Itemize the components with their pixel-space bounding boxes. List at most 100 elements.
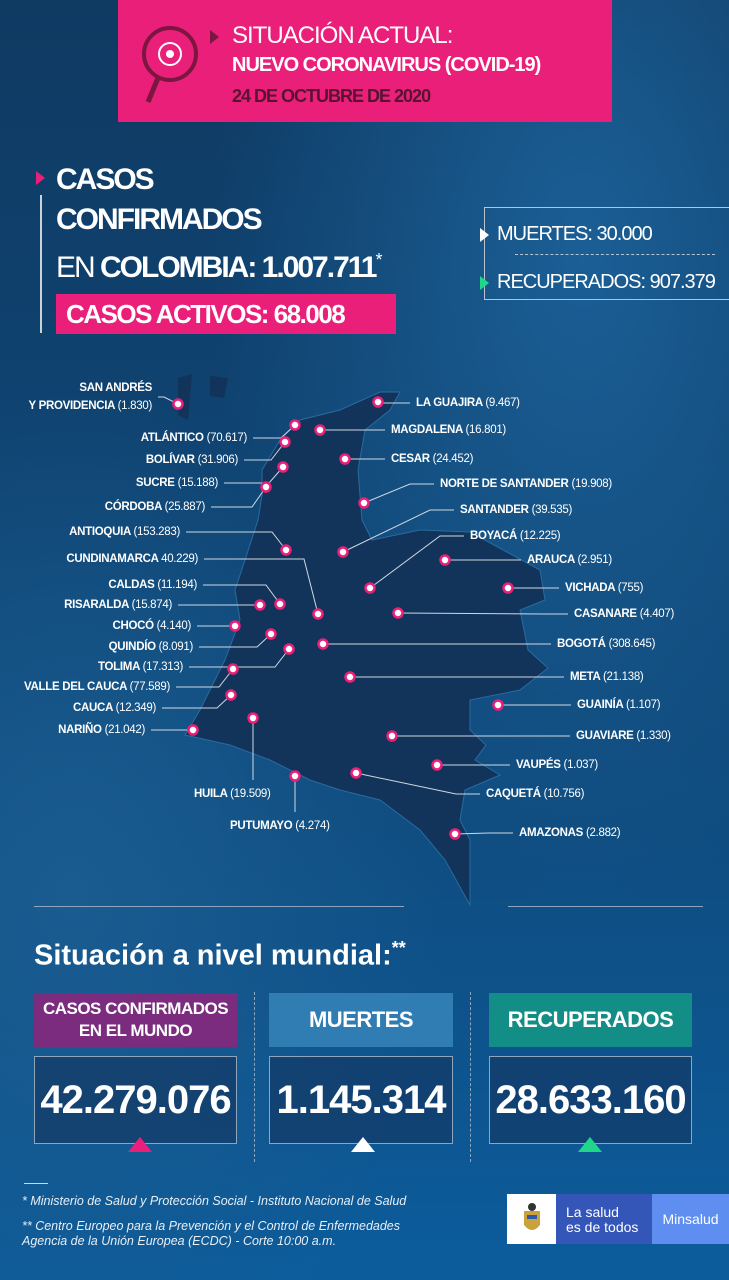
- leader-line: [342, 509, 454, 553]
- department-cases: (8.091): [158, 641, 194, 653]
- department-marker: [358, 497, 370, 509]
- department-marker: [337, 546, 349, 558]
- department-name: SUCRE: [135, 477, 175, 489]
- department-marker: [283, 643, 295, 655]
- logo-text: La salud: [566, 1204, 619, 1220]
- arrow-icon: [36, 171, 45, 185]
- divider: [254, 992, 255, 1162]
- department-label: BOYACÁ (12.225): [470, 527, 561, 545]
- department-cases: (755): [617, 582, 644, 594]
- department-marker: [289, 419, 301, 431]
- department-label: CÓRDOBA (25.887): [105, 498, 206, 516]
- department-cases: (4.274): [295, 820, 330, 832]
- department-marker: [386, 730, 398, 742]
- department-marker: [364, 582, 376, 594]
- department-cases: 40.229): [161, 553, 198, 565]
- department-marker: [289, 770, 301, 782]
- department-cases: (15.188): [177, 477, 219, 489]
- department-name: META: [570, 671, 601, 683]
- department-name: ARAUCA: [527, 554, 575, 566]
- department-marker: [439, 554, 451, 566]
- department-label: VICHADA (755): [565, 579, 643, 597]
- title-banner: [118, 0, 612, 122]
- department-label: NARIÑO (21.042): [58, 721, 145, 739]
- department-cases: (31.906): [197, 454, 239, 466]
- department-marker: [339, 453, 351, 465]
- up-arrow-icon: [128, 1137, 152, 1152]
- department-marker: [449, 828, 461, 840]
- leader-line: [203, 584, 281, 605]
- department-name: CAQUETÁ: [486, 788, 541, 800]
- leader-line: [189, 648, 290, 668]
- leader-line: [355, 772, 480, 795]
- department-marker: [344, 671, 356, 683]
- divider: [515, 254, 715, 255]
- department-label: LA GUAJIRA (9.467): [416, 394, 520, 412]
- department-marker: [247, 712, 259, 724]
- department-cases: (12.225): [519, 530, 561, 542]
- department-marker: [260, 481, 272, 493]
- department-marker: [279, 436, 291, 448]
- world-recovered-value: 28.633.160: [495, 1078, 686, 1122]
- leader-line: [397, 612, 568, 615]
- label: RECUPERADOS: [507, 1007, 674, 1032]
- header-title: NUEVO CORONAVIRUS (COVID-19): [232, 54, 541, 76]
- map-shape: [178, 374, 192, 420]
- department-cases: (9.467): [485, 397, 520, 409]
- department-cases: (19.509): [230, 788, 271, 800]
- leader-line: [454, 832, 513, 835]
- department-name: Y PROVIDENCIA: [28, 400, 116, 412]
- map-shape: [210, 376, 228, 398]
- department-marker: [227, 663, 239, 675]
- world-cases-value-box: 42.279.076: [34, 1056, 237, 1144]
- up-arrow-icon: [351, 1137, 375, 1152]
- department-label: CESAR (24.452): [391, 450, 473, 468]
- department-cases: (11.194): [157, 579, 197, 591]
- department-cases: (4.140): [156, 620, 192, 632]
- department-marker: [172, 398, 184, 410]
- department-marker: [350, 767, 362, 779]
- department-name: BOGOTÁ: [557, 638, 606, 650]
- department-label: RISARALDA (15.874): [64, 596, 172, 614]
- department-label: SANTANDER (39.535): [460, 501, 572, 519]
- department-marker: [392, 607, 404, 619]
- minsalud-logo: La salud es de todos Minsalud: [507, 1194, 729, 1244]
- department-label: GUAVIARE (1.330): [576, 727, 671, 745]
- department-label: VALLE DEL CAUCA (77.589): [24, 678, 170, 696]
- department-marker: [502, 582, 514, 594]
- department-marker: [277, 461, 289, 473]
- leader-line: [211, 486, 267, 508]
- department-cases: (1.037): [563, 759, 599, 771]
- department-label: META (21.138): [570, 668, 644, 686]
- department-marker: [187, 724, 199, 736]
- department-label: VAUPÉS (1.037): [516, 756, 598, 774]
- department-name: VICHADA: [565, 582, 615, 594]
- department-marker: [312, 608, 324, 620]
- leader-line: [363, 483, 434, 504]
- department-name: AMAZONAS: [519, 827, 584, 839]
- leader-line: [204, 558, 319, 615]
- colombia-map: [151, 374, 571, 907]
- department-name: CASANARE: [574, 608, 637, 620]
- department-cases: (70.617): [206, 432, 248, 444]
- department-name: BOYACÁ: [470, 530, 517, 542]
- department-name: CESAR: [391, 453, 430, 465]
- department-cases: (19.908): [571, 478, 612, 490]
- department-cases: (10.756): [543, 788, 585, 800]
- department-marker: [229, 620, 241, 632]
- department-marker: [317, 638, 329, 650]
- department-label: CHOCÓ (4.140): [112, 617, 191, 635]
- department-name: HUILA: [194, 788, 228, 800]
- label: CASOS CONFIRMADOS: [42, 999, 229, 1018]
- department-cases: (12.349): [115, 702, 157, 714]
- leader-line: [176, 668, 234, 688]
- divider: [24, 1183, 48, 1184]
- department-cases: (1.330): [636, 730, 671, 742]
- department-name: CHOCÓ: [112, 620, 154, 632]
- title-prefix: EN: [56, 251, 101, 284]
- department-marker: [431, 759, 443, 771]
- department-label: ANTIOQUIA (153.283): [69, 523, 180, 541]
- arrow-icon: [210, 30, 219, 44]
- divider: [508, 906, 703, 907]
- department-label: ATLÁNTICO (70.617): [141, 429, 248, 447]
